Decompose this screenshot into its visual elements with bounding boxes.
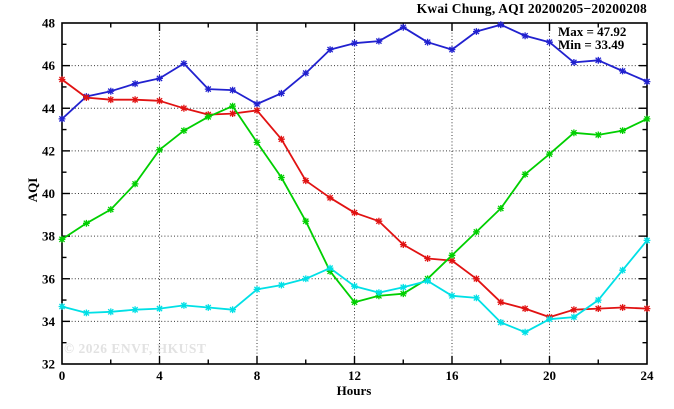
blue-line [58,21,651,123]
y-tick-label: 36 [42,271,56,286]
chart-title: Kwai Chung, AQI 20200205−20200208 [416,1,647,16]
y-tick-label: 40 [42,186,55,201]
x-tick-label: 8 [254,368,261,383]
y-axis-title: AQI [25,177,40,203]
y-tick-label: 38 [42,229,56,244]
green-line-markers [58,102,651,306]
max-stat-label: Max = 47.92 [558,24,627,39]
red-line-path [61,78,648,319]
watermark: © 2026 ENVF, HKUST [64,341,207,356]
red-line-markers [58,76,651,321]
min-stat-label: Min = 33.49 [558,37,625,52]
y-tick-label: 48 [42,16,56,31]
y-tick-label: 44 [42,101,56,116]
y-tick-label: 34 [42,314,56,329]
x-tick-label: 4 [156,368,163,383]
plot-border [61,22,648,365]
cyan-line [58,237,651,336]
green-line [58,102,651,306]
x-tick-label: 16 [446,368,460,383]
blue-line-markers [58,21,651,123]
cyan-line-markers [58,237,651,336]
x-tick-label: 24 [641,368,655,383]
y-tick-label: 42 [42,143,55,158]
y-tick-label: 46 [42,58,56,73]
y-tick-label: 32 [42,357,55,372]
x-tick-label: 12 [348,368,361,383]
x-axis-title: Hours [336,383,372,398]
x-tick-label: 0 [59,368,66,383]
x-tick-label: 20 [543,368,556,383]
gridlines [62,23,647,364]
